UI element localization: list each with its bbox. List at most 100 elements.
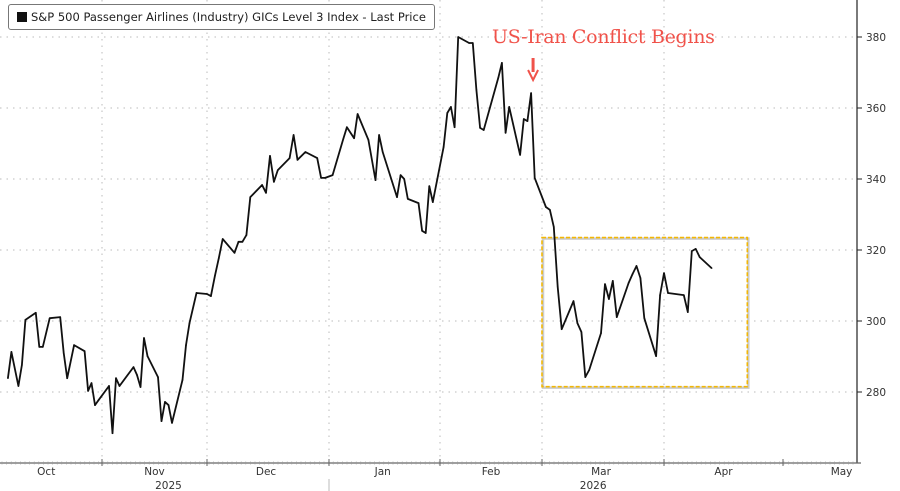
data-point	[453, 126, 456, 128]
data-point	[316, 157, 318, 159]
data-point	[195, 292, 198, 294]
data-point	[667, 292, 669, 294]
x-month-label: Jan	[374, 466, 391, 478]
data-point	[167, 404, 170, 406]
y-tick-label: 380	[866, 32, 886, 44]
data-point	[265, 192, 267, 194]
y-tick-label: 300	[866, 316, 886, 328]
data-point	[690, 250, 693, 252]
data-point	[530, 92, 532, 94]
data-point	[233, 252, 236, 254]
data-point	[146, 355, 149, 357]
grid	[0, 0, 857, 463]
data-point	[432, 201, 434, 203]
data-point	[450, 106, 452, 108]
legend-label: S&P 500 Passenger Airlines (Industry) GI…	[31, 10, 426, 24]
data-point	[164, 401, 166, 403]
data-point	[417, 202, 420, 204]
data-point	[471, 42, 474, 44]
data-point	[304, 151, 307, 153]
x-month-label: Feb	[482, 466, 501, 478]
data-point	[171, 422, 173, 424]
data-point	[378, 134, 380, 136]
data-point	[501, 62, 503, 64]
y-axis: 280 300 320 340 360 380	[856, 0, 886, 463]
data-point	[48, 317, 51, 319]
data-point	[111, 432, 114, 434]
data-point	[288, 157, 291, 159]
arrow-down-icon	[527, 58, 539, 83]
data-point	[608, 298, 610, 300]
data-point	[342, 138, 345, 140]
x-axis: Oct Nov Dec Jan Feb Mar Apr May 2025 2026	[0, 459, 861, 491]
data-point	[424, 232, 427, 234]
data-point	[108, 385, 110, 387]
data-point	[35, 312, 37, 314]
data-point	[457, 36, 460, 38]
data-point	[10, 351, 13, 353]
data-point	[83, 350, 86, 352]
data-point	[292, 134, 295, 136]
data-point	[277, 169, 279, 171]
data-point	[428, 185, 431, 187]
x-month-label: Mar	[591, 466, 611, 478]
data-point	[584, 376, 587, 378]
data-point	[612, 280, 614, 282]
data-point	[136, 374, 138, 376]
data-point	[21, 364, 23, 366]
data-point	[245, 234, 248, 236]
data-point	[519, 154, 521, 156]
data-point	[526, 120, 529, 122]
x-month-label: Apr	[714, 466, 733, 478]
data-point	[261, 184, 263, 186]
data-point	[698, 256, 701, 258]
data-point	[206, 293, 208, 295]
data-point	[643, 317, 646, 319]
data-point	[17, 385, 20, 387]
data-point	[132, 366, 135, 368]
data-point	[588, 369, 591, 371]
data-point	[273, 181, 275, 183]
data-point	[94, 404, 96, 406]
highlight-box-rect	[541, 236, 749, 388]
data-point	[683, 294, 685, 296]
data-point	[331, 174, 334, 176]
x-year-label: 2025	[155, 480, 182, 491]
data-point	[346, 126, 348, 128]
data-point	[324, 177, 326, 179]
data-point	[320, 177, 322, 179]
data-point	[399, 174, 402, 176]
arrow-head	[527, 69, 539, 83]
y-tick-label: 320	[866, 245, 886, 257]
x-year-label: 2026	[580, 480, 607, 491]
legend: S&P 500 Passenger Airlines (Industry) GI…	[8, 4, 435, 30]
data-point	[160, 420, 163, 422]
data-point	[687, 311, 689, 313]
data-point	[237, 241, 240, 243]
data-point	[374, 179, 377, 181]
data-point	[90, 382, 93, 384]
series-points	[7, 36, 713, 434]
data-point	[442, 146, 445, 148]
data-point	[508, 106, 511, 108]
data-point	[549, 209, 551, 211]
data-point	[181, 379, 184, 381]
data-point	[139, 386, 142, 388]
annotation-text: US-Iran Conflict Begins	[492, 26, 715, 48]
data-point	[97, 399, 100, 401]
data-point	[24, 319, 27, 321]
data-point	[659, 294, 661, 296]
data-point	[66, 377, 68, 379]
data-point	[600, 332, 602, 334]
data-point	[406, 198, 409, 200]
series-line	[7, 36, 713, 435]
data-point	[694, 248, 697, 250]
data-point	[41, 346, 44, 348]
data-point	[356, 113, 359, 115]
data-point	[545, 206, 547, 208]
data-point	[572, 300, 575, 302]
data-point	[185, 344, 187, 346]
data-point	[482, 129, 485, 131]
data-point	[403, 178, 405, 180]
data-point	[475, 89, 478, 91]
